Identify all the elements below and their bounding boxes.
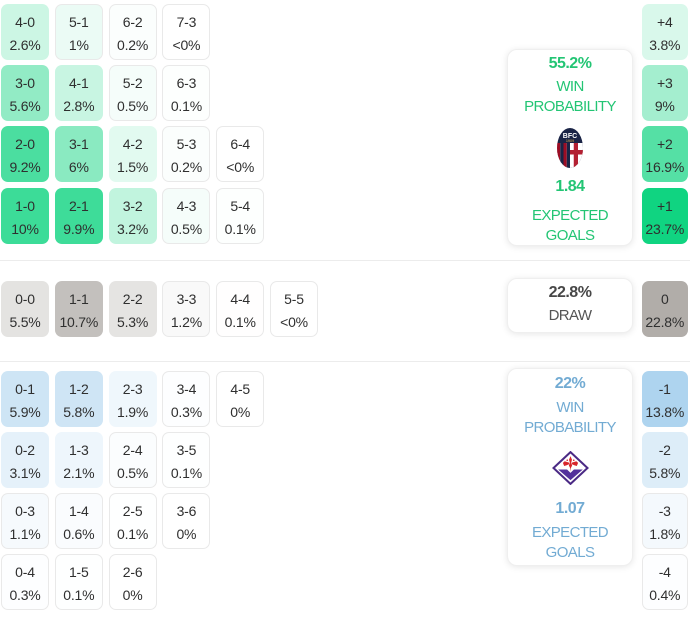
svg-text:1909: 1909 bbox=[566, 139, 574, 143]
svg-text:BFC: BFC bbox=[563, 133, 577, 140]
